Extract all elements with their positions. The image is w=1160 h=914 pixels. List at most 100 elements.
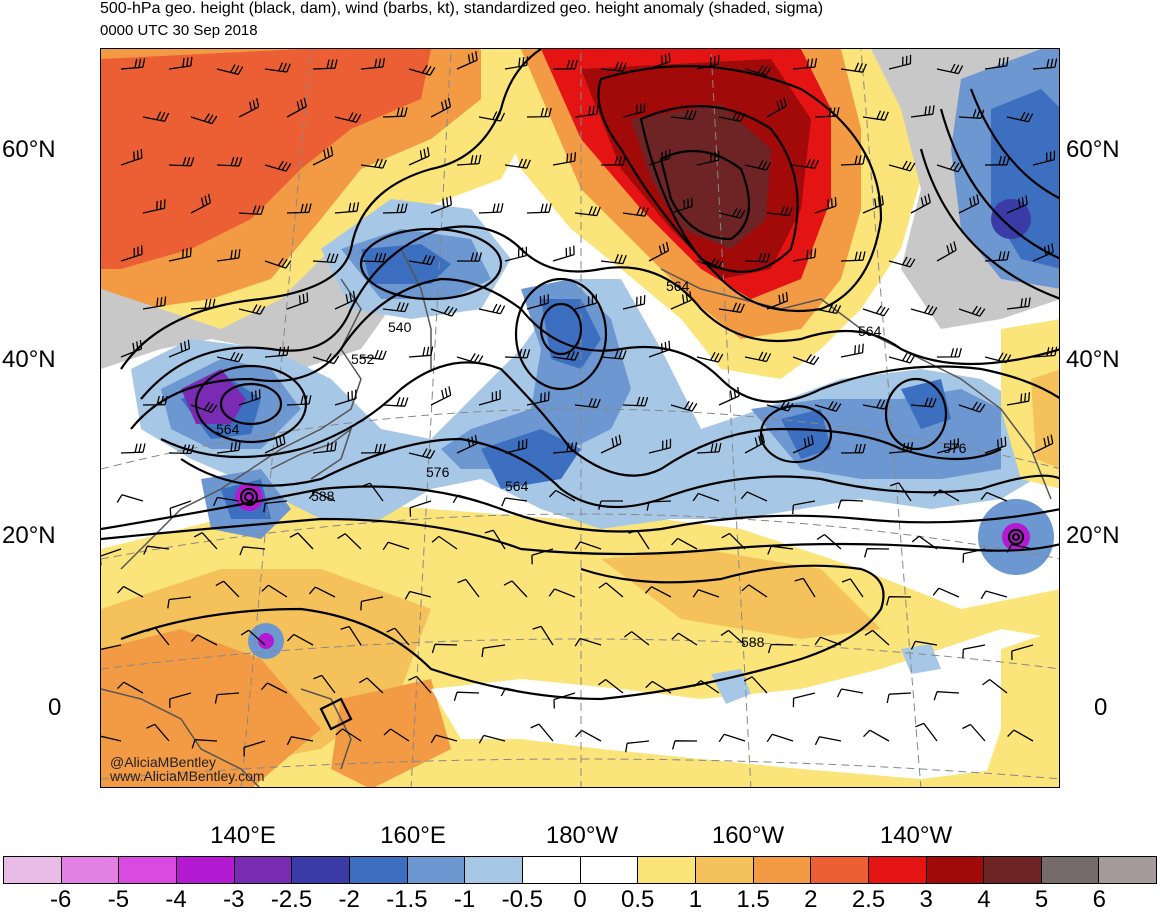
wind-barb <box>340 625 362 646</box>
wind-barb <box>478 734 506 744</box>
wind-barb <box>598 678 624 694</box>
wind-barb <box>648 340 671 358</box>
wind-barb <box>289 532 314 550</box>
wind-barb <box>531 548 554 565</box>
wind-barb <box>841 578 864 598</box>
wind-barb <box>120 339 143 358</box>
wind-barb <box>404 590 432 600</box>
wind-barb <box>408 675 432 694</box>
map-canvas: 540 552 564 564 576 564 588 564 576 588 <box>101 49 1059 787</box>
wind-barb <box>334 112 362 123</box>
wind-barb <box>478 203 504 214</box>
lat-label-right-20n: 20°N <box>1066 522 1120 549</box>
wind-barb <box>526 294 549 310</box>
wind-barb <box>744 351 772 363</box>
wind-barb <box>743 676 768 694</box>
wind-barb <box>814 197 837 214</box>
wind-barb <box>552 59 578 70</box>
wind-barb <box>313 674 336 694</box>
wind-barb <box>216 156 243 167</box>
wind-barb <box>239 546 266 556</box>
wind-barb <box>264 62 291 73</box>
wind-barb <box>190 113 218 125</box>
wind-barb <box>958 194 980 214</box>
wind-barb <box>456 353 484 365</box>
wind-barb <box>143 545 170 555</box>
colorbar-tick-label: 2.5 <box>851 886 886 913</box>
wind-barb <box>360 596 384 611</box>
wind-barb <box>814 107 840 118</box>
wind-barb <box>169 692 192 708</box>
wind-barb <box>116 494 144 503</box>
wind-barb <box>936 63 964 75</box>
wind-barb <box>744 433 766 454</box>
wind-barb <box>408 146 430 166</box>
wind-barb <box>645 680 672 694</box>
wind-barb <box>814 736 842 746</box>
wind-barb <box>936 161 964 173</box>
wind-barb <box>360 158 387 169</box>
wind-barb <box>504 438 528 454</box>
wind-barb <box>600 434 622 454</box>
wind-barb <box>1006 392 1031 406</box>
wind-barb <box>117 681 144 694</box>
wind-barb <box>552 350 579 361</box>
wind-barb <box>718 733 746 743</box>
wind-barb <box>238 304 266 315</box>
wind-barb <box>836 688 864 698</box>
colorbar-tick-label: -2.5 <box>270 886 313 913</box>
wind-barb <box>696 257 724 270</box>
wind-barb <box>794 577 816 598</box>
wind-barb <box>386 627 410 646</box>
wind-barb <box>430 734 458 744</box>
wind-barb <box>553 692 576 709</box>
wind-barb <box>862 305 890 317</box>
wind-barb <box>431 643 458 654</box>
colorbar-tick-label: 4 <box>977 886 991 913</box>
wind-barb <box>216 441 241 454</box>
wind-barb <box>101 548 122 566</box>
wind-barb <box>431 535 458 550</box>
colorbar-tick-label: 2 <box>804 886 818 913</box>
wind-barb <box>142 199 166 214</box>
colorbar-tick-label: -5 <box>107 886 130 913</box>
wind-barb <box>146 627 170 646</box>
colorbar-swatch <box>638 857 696 883</box>
wind-barb <box>696 442 722 454</box>
wind-barb <box>168 339 191 358</box>
colorbar-tick-label: -1.5 <box>386 886 428 913</box>
colorbar-swatch <box>753 857 812 883</box>
wind-barb <box>792 692 816 708</box>
wind-barb <box>646 500 672 511</box>
wind-barb <box>962 548 986 563</box>
wind-barb <box>190 401 218 414</box>
wind-barb <box>670 109 697 120</box>
wind-barb <box>334 389 357 406</box>
wind-barb <box>308 491 336 502</box>
wind-barb <box>238 98 260 118</box>
colorbar-swatch <box>580 857 639 883</box>
wind-barb <box>980 491 1008 502</box>
wind-barb <box>766 205 793 217</box>
wind-barb <box>744 252 771 263</box>
colorbar-swatch <box>234 857 293 883</box>
wind-barb <box>862 399 890 410</box>
wind-barb <box>888 352 916 364</box>
colorbar-tick-label: 6 <box>1092 886 1106 913</box>
wind-barb <box>574 637 602 647</box>
wind-barb <box>1007 729 1034 742</box>
wind-barb <box>886 692 912 704</box>
lat-label-left-0: 0 <box>48 694 62 721</box>
wind-barb <box>526 107 552 118</box>
colorbar-swatch <box>407 857 466 883</box>
wind-barb <box>453 691 480 701</box>
wind-barb <box>526 391 550 406</box>
wind-barb <box>622 396 649 407</box>
anomaly-ne-core <box>991 199 1031 239</box>
colorbar-tick-label: -4 <box>165 886 187 913</box>
contour-label: 564 <box>666 278 690 294</box>
colorbar-tick-label: 1.5 <box>736 886 770 913</box>
anomaly-typhoon-4 <box>1002 523 1030 551</box>
wind-barb <box>598 582 624 598</box>
wind-barb <box>549 489 576 502</box>
